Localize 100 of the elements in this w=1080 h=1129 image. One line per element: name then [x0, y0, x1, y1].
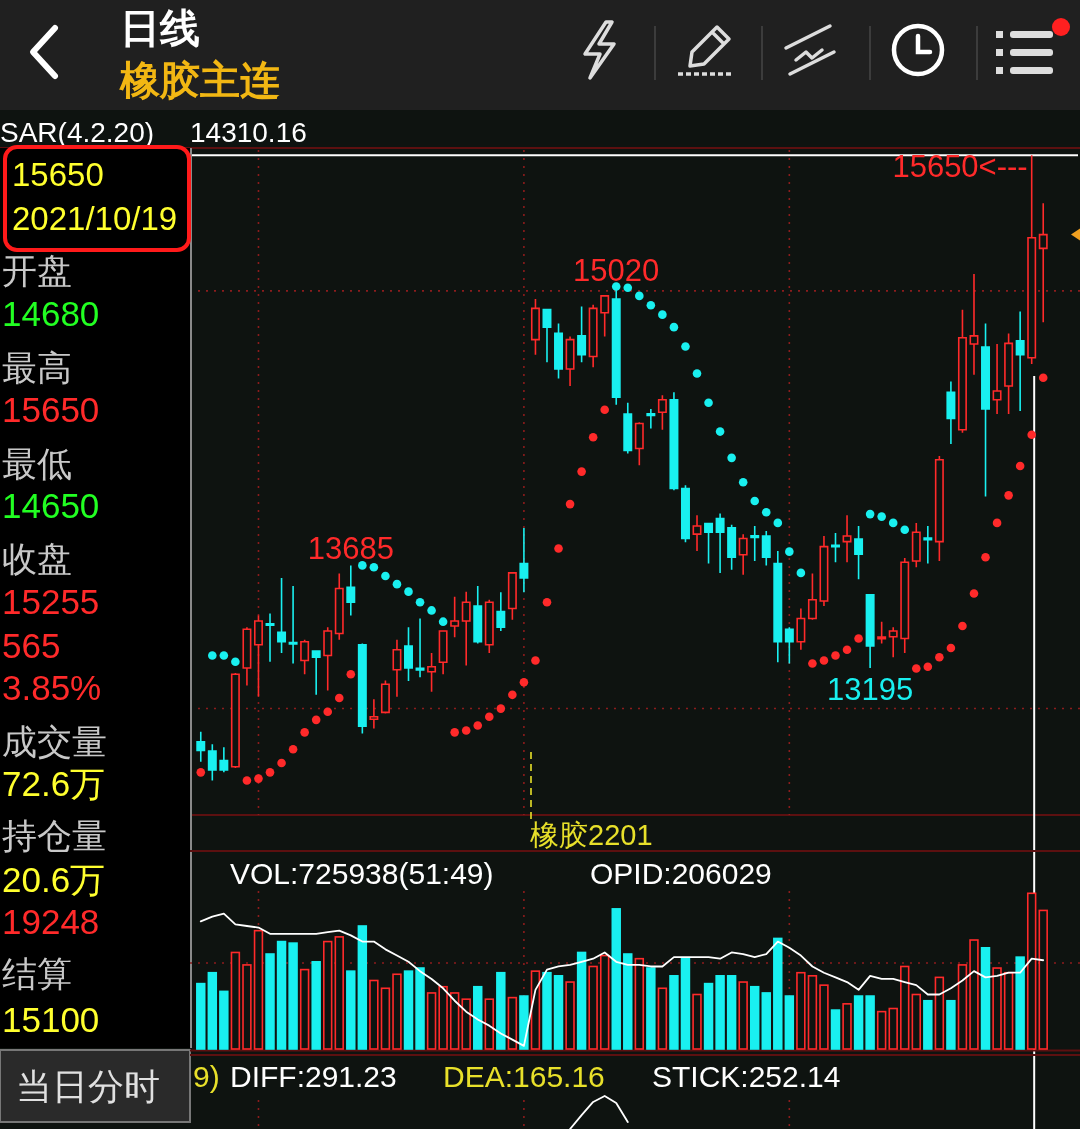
candlestick — [854, 525, 864, 580]
candlestick — [554, 322, 564, 380]
bar — [692, 993, 702, 1050]
bar — [634, 957, 645, 1050]
candlestick — [1027, 154, 1037, 365]
candlestick — [946, 380, 956, 445]
candlestick — [750, 525, 760, 562]
bar — [196, 982, 206, 1050]
candlestick — [831, 532, 840, 564]
candlestick — [461, 590, 471, 667]
bar — [923, 999, 933, 1050]
candlestick — [877, 620, 887, 645]
bar — [392, 973, 402, 1050]
text: 15650 — [12, 156, 104, 193]
text: 72.6万 — [2, 764, 106, 803]
bar — [749, 985, 760, 1050]
bar — [657, 987, 668, 1050]
candlestick — [565, 335, 575, 387]
bar — [819, 984, 829, 1050]
candlestick — [600, 294, 610, 338]
candlestick — [842, 514, 852, 564]
candlestick — [819, 535, 829, 607]
bar — [253, 929, 264, 1050]
candlestick — [277, 577, 287, 654]
annotation: 13195 — [827, 671, 914, 707]
candlestick — [207, 743, 217, 782]
candlestick — [519, 527, 529, 594]
candlestick — [634, 421, 644, 467]
candlestick — [473, 585, 483, 645]
annotation: 15020 — [573, 252, 660, 288]
bar — [207, 971, 218, 1050]
text: 14650 — [2, 486, 100, 525]
bar — [473, 985, 483, 1050]
candlestick — [507, 572, 517, 621]
candlestick — [761, 530, 771, 567]
bar — [369, 979, 379, 1050]
chart-title: 日线 — [120, 6, 200, 50]
text: 最低 — [2, 444, 72, 483]
text: 565 — [2, 626, 61, 665]
candlestick — [784, 626, 794, 665]
candlestick — [415, 617, 425, 679]
bar — [957, 964, 968, 1050]
candlestick — [934, 455, 944, 562]
candlestick — [773, 550, 783, 664]
bar — [992, 967, 1002, 1050]
bar — [438, 985, 448, 1050]
bar — [715, 975, 725, 1050]
candlestick — [727, 523, 737, 571]
text: OPID:206029 — [590, 857, 772, 890]
bar — [426, 992, 437, 1050]
candlestick — [334, 572, 344, 641]
bar — [403, 970, 414, 1050]
bar — [830, 1009, 841, 1050]
candlestick — [392, 639, 402, 698]
text: 15100 — [2, 1000, 100, 1039]
candlestick — [957, 308, 967, 434]
candlestick — [380, 679, 390, 715]
bar — [796, 971, 806, 1050]
bar — [588, 965, 598, 1050]
bar — [599, 954, 610, 1050]
candlestick — [692, 514, 702, 552]
bar — [1038, 909, 1048, 1050]
bar — [1015, 956, 1025, 1050]
bar — [646, 967, 656, 1050]
text: 15650 — [2, 390, 100, 429]
bar — [322, 940, 333, 1050]
bar — [623, 953, 633, 1050]
text: 15255 — [2, 582, 100, 621]
bar — [853, 995, 864, 1050]
bar — [784, 995, 795, 1050]
candlestick — [1015, 310, 1025, 412]
candlestick — [323, 626, 333, 692]
bar — [726, 975, 737, 1050]
bar — [611, 908, 621, 1050]
candlestick — [669, 391, 679, 492]
text: DEA:165.16 — [443, 1060, 605, 1093]
bar — [334, 936, 344, 1050]
candlestick — [888, 626, 898, 659]
candlestick — [496, 591, 506, 632]
bar — [669, 975, 679, 1050]
bar — [865, 995, 875, 1050]
candlestick — [427, 652, 437, 693]
candlestick — [646, 408, 656, 430]
candlestick — [230, 672, 240, 769]
text: 橡胶2201 — [530, 819, 653, 851]
candlestick — [911, 522, 921, 569]
candlestick — [542, 308, 552, 363]
text: 最高 — [2, 348, 72, 387]
bar — [507, 996, 518, 1050]
candlestick — [738, 533, 748, 576]
bar — [230, 951, 241, 1050]
chart-subtitle: 橡胶主连 — [119, 58, 280, 102]
bar — [380, 987, 391, 1050]
text: 收盘 — [2, 539, 72, 578]
candlestick — [588, 303, 598, 368]
bar — [542, 971, 552, 1050]
bar — [1003, 971, 1014, 1050]
bar — [900, 965, 910, 1050]
candlestick — [969, 273, 979, 376]
bar — [276, 940, 287, 1050]
